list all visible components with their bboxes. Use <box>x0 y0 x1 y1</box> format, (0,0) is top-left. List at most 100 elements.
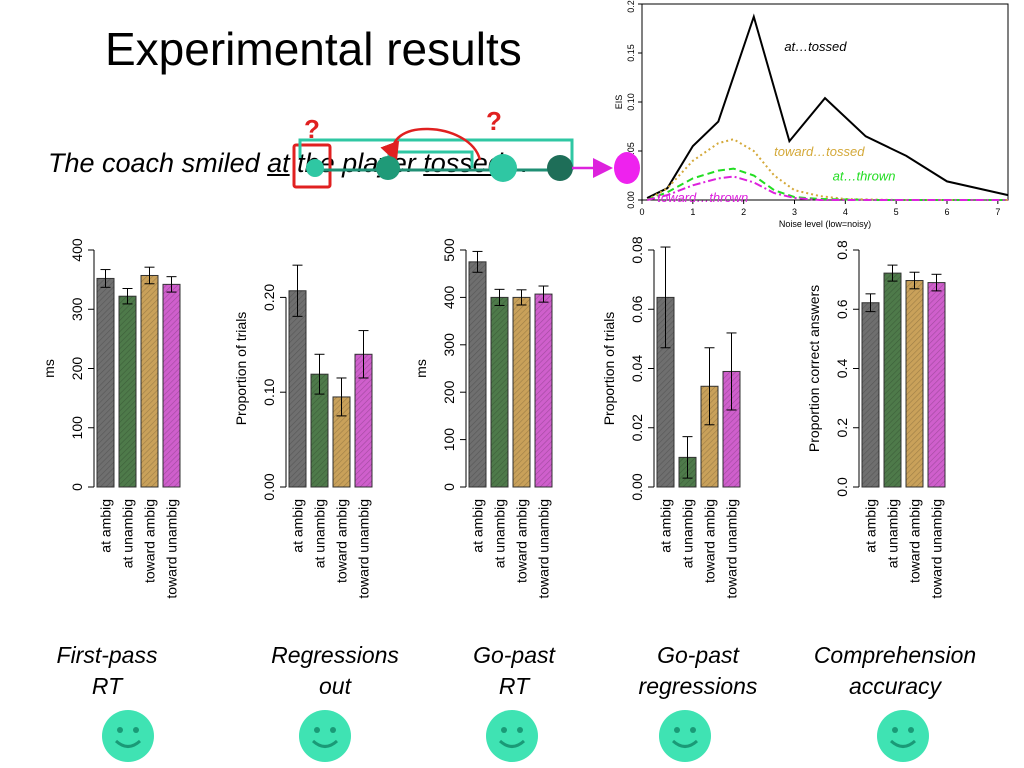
y-tick-label: 0.08 <box>629 236 645 263</box>
y-tick-label: 0.06 <box>629 295 645 322</box>
category-label: at unambig <box>885 499 901 568</box>
x-axis-label: Noise level (low=noisy) <box>779 219 871 229</box>
category-label: at ambig <box>290 499 306 553</box>
bar-hatch-3 <box>723 371 740 487</box>
y-axis-label: EIS <box>614 95 624 110</box>
bar-hatch-2 <box>333 396 350 487</box>
slide-title: Experimental results <box>105 23 522 75</box>
category-label: toward ambig <box>907 499 923 583</box>
x-tick-label: 0 <box>639 207 644 217</box>
outer-bracket <box>298 138 574 170</box>
bar-hatch-2 <box>701 386 718 487</box>
bar-hatch-2 <box>513 297 530 487</box>
y-tick-label: 0.8 <box>834 240 850 260</box>
category-label: at ambig <box>470 499 486 553</box>
category-label: toward unambig <box>536 499 552 599</box>
first-pass-rt-chart: 0 100 200 300 400 ms at ambig at unambig toward … <box>41 238 181 599</box>
y-tick-label: 0.6 <box>834 299 850 319</box>
caption-line: regressions <box>638 673 758 699</box>
inner-bracket <box>387 150 474 168</box>
series-label-0: at…tossed <box>784 39 847 54</box>
series-label-2: at…thrown <box>833 168 896 183</box>
go-past-regressions-chart: 0.00 0.02 0.04 0.06 0.08 Proportion of trials… <box>601 236 741 599</box>
bar-hatch-3 <box>928 282 945 487</box>
sentence-part-1: The coach smiled <box>48 148 268 178</box>
fixation-dot-2 <box>376 156 400 180</box>
x-tick-label: 5 <box>894 207 899 217</box>
category-label: at unambig <box>680 499 696 568</box>
x-tick-label: 3 <box>792 207 797 217</box>
series-label-3: toward…thrown <box>657 190 748 205</box>
smiley-icon <box>877 710 929 762</box>
y-tick-label: 100 <box>441 428 457 452</box>
y-tick-label: 0.4 <box>834 359 850 379</box>
caption-line: Regressions <box>271 642 399 668</box>
comprehension-accuracy-chart: 0.0 0.2 0.4 0.6 0.8 Proportion correct answer… <box>806 240 946 599</box>
caption-regressions-out: Regressions out <box>250 640 420 702</box>
x-tick-label: 1 <box>690 207 695 217</box>
caption-line: First-pass <box>56 642 158 668</box>
fixation-dot-3 <box>489 154 517 182</box>
smiley-icon <box>659 710 711 762</box>
y-tick-label: 0.00 <box>261 473 277 500</box>
y-tick-label: 0 <box>69 483 85 491</box>
category-label: at unambig <box>120 499 136 568</box>
at-highlight-box <box>292 143 332 189</box>
bar-hatch-3 <box>163 284 180 487</box>
y-tick-label: 0.2 <box>834 418 850 438</box>
y-tick-label: 200 <box>69 357 85 381</box>
y-tick-label: 500 <box>441 238 457 262</box>
y-tick-label: 300 <box>441 333 457 357</box>
y-tick-label: 300 <box>69 297 85 321</box>
magenta-dot <box>614 152 640 184</box>
category-label: at unambig <box>312 499 328 568</box>
y-tick-label: 200 <box>441 380 457 404</box>
x-tick-label: 4 <box>843 207 848 217</box>
caption-line: out <box>319 673 351 699</box>
series-line-2 <box>646 167 1008 201</box>
smiley-icon <box>486 710 538 762</box>
caption-line: Go-past <box>657 642 739 668</box>
sentence-annotation: ? ? <box>292 106 640 189</box>
bar-hatch-3 <box>535 294 552 487</box>
y-axis-label: ms <box>413 359 429 378</box>
caption-line: Comprehension <box>813 642 977 668</box>
caption-line: RT <box>91 673 123 699</box>
sentence-word-at: at <box>267 148 290 178</box>
caption-line: Go-past <box>473 642 555 668</box>
y-tick-label: 0.20 <box>261 284 277 311</box>
y-tick-label: 0.05 <box>626 142 636 160</box>
x-tick-label: 7 <box>995 207 1000 217</box>
y-axis-label: Proportion correct answers <box>806 285 822 452</box>
caption-go-past-rt: Go-past RT <box>429 640 599 702</box>
y-tick-label: 0.04 <box>629 355 645 382</box>
bar-hatch-0 <box>657 297 674 487</box>
caption-line: accuracy <box>848 673 942 699</box>
y-tick-label: 400 <box>441 286 457 310</box>
y-tick-label: 0.02 <box>629 414 645 441</box>
caption-line: RT <box>498 673 530 699</box>
x-tick-label: 2 <box>741 207 746 217</box>
y-tick-label: 0 <box>441 483 457 491</box>
y-tick-label: 0.10 <box>261 378 277 405</box>
y-tick-label: 100 <box>69 416 85 440</box>
caption-comprehension-accuracy: Comprehension accuracy <box>810 640 980 702</box>
fixation-dot-1 <box>306 159 324 177</box>
question-mark-tossed: ? <box>486 106 502 136</box>
category-label: toward unambig <box>929 499 945 599</box>
y-axis-label: Proportion of trials <box>233 312 249 426</box>
bar-hatch-0 <box>97 278 114 487</box>
bar-hatch-0 <box>469 261 486 487</box>
y-axis-label: Proportion of trials <box>601 312 617 426</box>
caption-first-pass-rt: First-pass RT <box>22 640 192 702</box>
y-tick-label: 0.20 <box>626 0 636 13</box>
y-tick-label: 0.10 <box>626 93 636 111</box>
category-label: at ambig <box>863 499 879 553</box>
smiley-icon <box>102 710 154 762</box>
regression-arrow <box>380 127 482 163</box>
bar-hatch-2 <box>141 275 158 487</box>
bar-hatch-0 <box>289 290 306 487</box>
go-past-rt-chart: 0 100 200 300 400 500 ms at ambig at unambig towa… <box>413 238 553 599</box>
bar-hatch-0 <box>862 302 879 487</box>
bar-hatch-1 <box>491 297 508 487</box>
